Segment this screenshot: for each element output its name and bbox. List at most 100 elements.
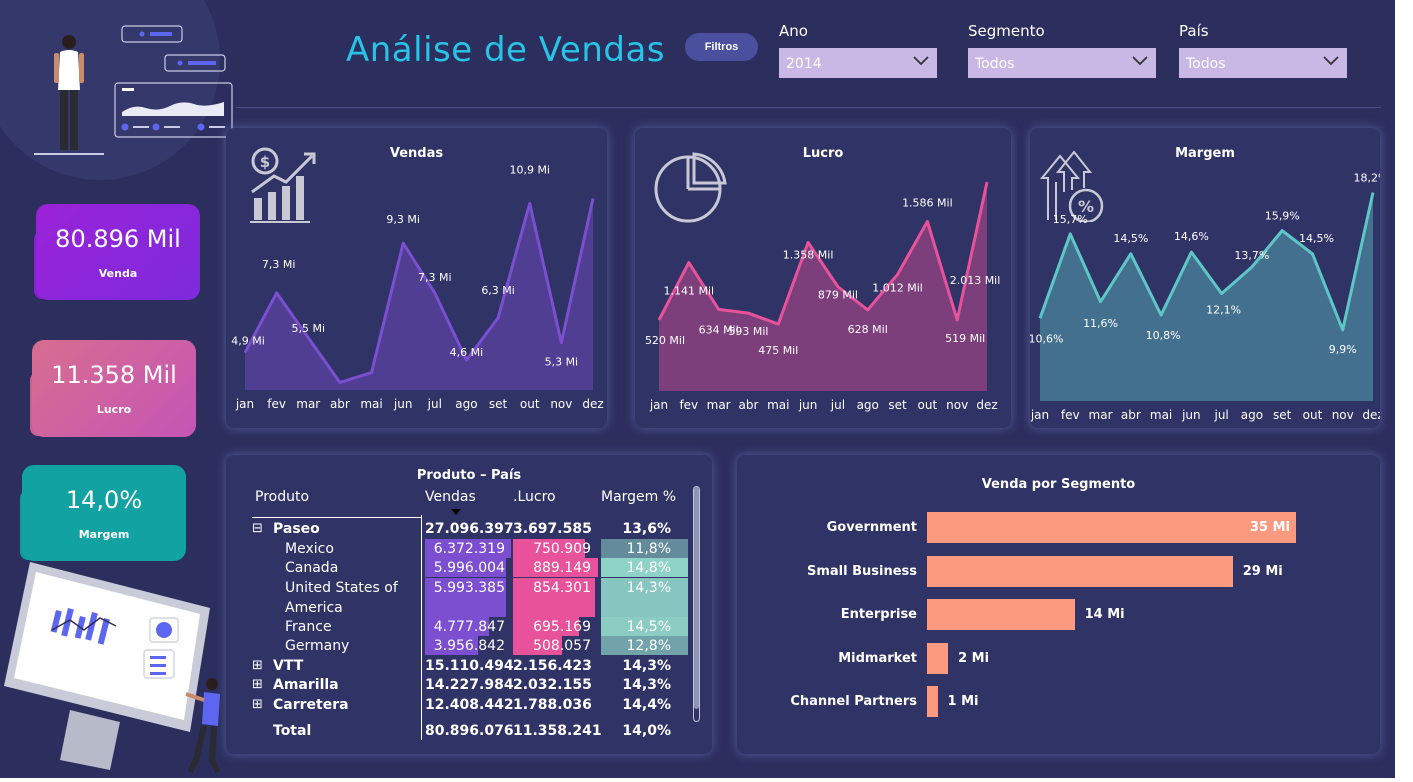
matrix-databar: [425, 616, 490, 636]
segment-value-label: 29 Mi: [1242, 563, 1283, 579]
matrix-country-row[interactable]: Germany 3.956.842 508.057 12,8%: [252, 636, 692, 656]
matrix-country-row[interactable]: Mexico 6.372.319 750.909 11,8%: [252, 538, 692, 559]
matrix-product-row[interactable]: ⊞ VTT 15.110.494 2.156.423 14,3%: [252, 656, 692, 676]
data-point[interactable]: [921, 215, 933, 227]
data-label: 475 Mil: [758, 344, 798, 357]
data-point[interactable]: [334, 377, 346, 389]
data-point[interactable]: [713, 303, 725, 315]
data-point[interactable]: [1337, 324, 1349, 336]
expand-collapse-icon[interactable]: ⊞: [252, 677, 263, 692]
matrix-cell-margem: 11,8%: [626, 540, 671, 557]
data-point[interactable]: [802, 237, 814, 249]
matrix-cell-margem: 14,8%: [626, 560, 671, 576]
segment-bar[interactable]: [927, 686, 938, 717]
data-point[interactable]: [862, 304, 874, 316]
slicer-pais-dropdown[interactable]: Todos: [1179, 48, 1347, 78]
matrix-total-margem: 14,0%: [622, 723, 671, 739]
matrix-row-label: America: [285, 599, 343, 616]
matrix-col-lucro[interactable]: .Lucro: [513, 489, 556, 505]
matrix-col-margem[interactable]: Margem %: [601, 489, 677, 505]
data-point[interactable]: [1155, 309, 1167, 321]
data-point[interactable]: [271, 287, 283, 299]
data-point[interactable]: [892, 268, 904, 280]
x-tick-label: jul: [427, 397, 442, 411]
data-label: 10,9 Mi: [509, 163, 550, 176]
data-point[interactable]: [524, 197, 536, 209]
data-point[interactable]: [742, 307, 754, 319]
data-point[interactable]: [397, 237, 409, 249]
x-tick-label: fev: [1061, 408, 1080, 422]
data-label: 1.586 Mil: [902, 196, 953, 209]
data-point[interactable]: [1246, 261, 1258, 273]
matrix-product-row[interactable]: ⊞ Amarilla 14.227.984 2.032.155 14,3%: [252, 675, 692, 695]
matrix-col-produto[interactable]: Produto: [255, 489, 310, 505]
data-point[interactable]: [1185, 246, 1197, 258]
matrix-cell-margem: 14,5%: [626, 618, 671, 635]
matrix-col-vendas[interactable]: Vendas: [425, 489, 476, 505]
matrix-header-row: Produto Vendas .Lucro Margem %: [252, 487, 692, 507]
x-tick-label: mai: [360, 397, 382, 411]
data-point[interactable]: [492, 312, 504, 324]
data-point[interactable]: [1034, 312, 1046, 324]
matrix-databar: [425, 558, 506, 577]
expand-collapse-icon[interactable]: ⊞: [252, 696, 263, 712]
data-label: 7,3 Mi: [262, 258, 296, 271]
data-point[interactable]: [772, 318, 784, 330]
kpi-lucro-value: 11.358 Mil: [51, 361, 177, 389]
data-point[interactable]: [653, 314, 665, 326]
area-fill: [245, 198, 593, 390]
data-label: 14,6%: [1174, 230, 1209, 243]
matrix-scrollbar[interactable]: [693, 486, 700, 722]
matrix-column-divider: [421, 515, 422, 740]
matrix-scrollbar-thumb[interactable]: [694, 487, 699, 709]
matrix-cell-vendas: 14.227.984: [425, 677, 514, 693]
expand-collapse-icon[interactable]: ⊞: [252, 657, 263, 673]
matrix-country-row[interactable]: United States of America 5.993.385 854.301 1…: [252, 577, 692, 617]
data-point[interactable]: [683, 257, 695, 269]
kpi-margem-value: 14,0%: [65, 485, 143, 514]
chart-vendas-title: Vendas: [389, 146, 444, 161]
matrix-product-row[interactable]: ⊞ Carretera 12.408.442 1.788.036 14,4%: [252, 695, 692, 715]
data-point[interactable]: [587, 192, 599, 204]
segment-bar[interactable]: [927, 642, 949, 674]
kpi-card-lucro: 11.358 Mil Lucro: [32, 340, 196, 437]
segment-bar[interactable]: [927, 512, 1296, 543]
matrix-databar: [513, 577, 595, 617]
matrix-databar: [425, 636, 479, 655]
x-tick-label: mar: [1089, 408, 1113, 422]
chart-margem: jan 10,6% fev 15,7% mar 11,6% abr 14,5% mai 10,8%…: [1030, 172, 1380, 422]
data-point[interactable]: [555, 337, 567, 349]
filtros-button[interactable]: Filtros: [685, 33, 758, 61]
matrix-country-row[interactable]: France 4.777.847 695.169 14,5%: [252, 616, 692, 637]
data-point[interactable]: [1306, 248, 1318, 260]
data-label: 1.012 Mil: [872, 281, 923, 294]
data-point[interactable]: [1125, 248, 1137, 260]
data-point[interactable]: [1064, 228, 1076, 240]
data-point[interactable]: [951, 314, 963, 326]
data-point[interactable]: [1095, 296, 1107, 308]
data-point[interactable]: [429, 287, 441, 299]
data-point[interactable]: [239, 347, 251, 359]
x-tick-label: jun: [393, 397, 413, 411]
series-line: [243, 198, 595, 385]
kpi-card-margem: 14,0% Margem: [22, 465, 186, 561]
data-point[interactable]: [981, 176, 993, 188]
segment-bar[interactable]: [927, 555, 1233, 587]
matrix-cell-vendas: 5.996.004: [433, 560, 505, 576]
data-label: 7,3 Mi: [418, 271, 452, 284]
data-point[interactable]: [1276, 225, 1288, 237]
matrix-country-row[interactable]: Canada 5.996.004 889.149 14,8%: [252, 558, 692, 578]
data-point[interactable]: [1367, 187, 1379, 199]
data-label: 13,7%: [1234, 249, 1269, 262]
matrix-databar: [425, 538, 511, 558]
x-tick-label: jan: [1030, 408, 1049, 422]
panel-vendas: Vendas $ jan 4,9 Mi fev 7,3 Mi mar 5,5 Mi abr m…: [226, 128, 607, 428]
data-point[interactable]: [1216, 287, 1228, 299]
expand-collapse-icon[interactable]: ⊟: [252, 521, 263, 536]
data-label: 12,1%: [1206, 303, 1241, 316]
matrix-product-row[interactable]: ⊟ Paseo 27.096.397 3.697.585 13,6%: [252, 519, 692, 539]
slicer-segmento-dropdown[interactable]: Todos: [968, 48, 1156, 78]
segment-bar[interactable]: [927, 599, 1075, 630]
slicer-ano-dropdown[interactable]: 2014: [779, 48, 937, 78]
data-point[interactable]: [366, 367, 378, 379]
